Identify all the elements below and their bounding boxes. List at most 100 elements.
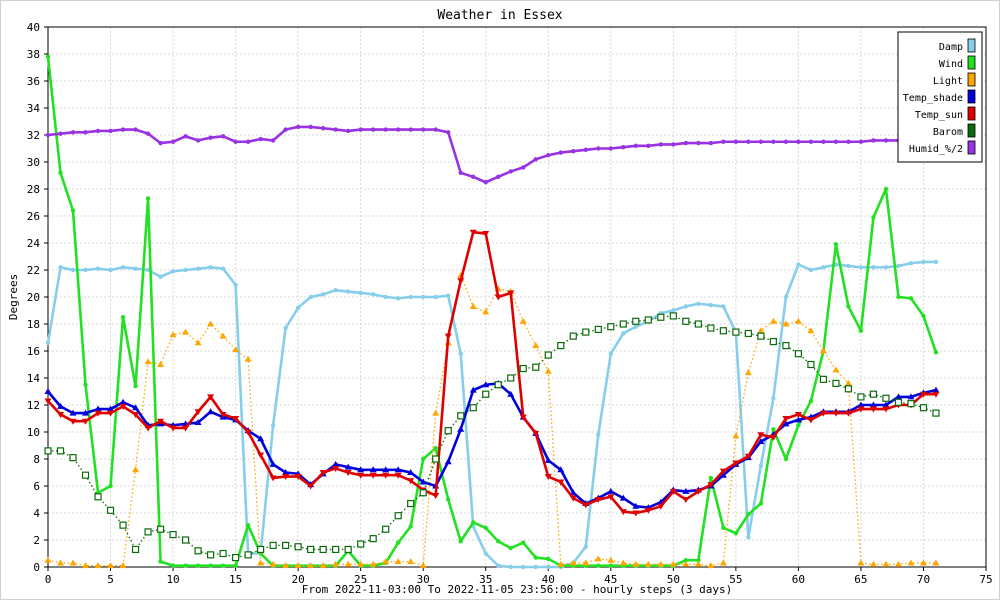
data-point bbox=[319, 545, 327, 554]
data-point bbox=[295, 305, 301, 310]
data-point bbox=[583, 544, 588, 549]
data-point bbox=[619, 320, 627, 328]
data-point bbox=[308, 124, 313, 130]
data-point bbox=[871, 265, 876, 270]
y-tick-label: 28 bbox=[27, 183, 40, 196]
data-point bbox=[307, 545, 315, 554]
data-point bbox=[369, 535, 377, 543]
x-tick-label: 55 bbox=[729, 573, 742, 586]
data-point bbox=[719, 559, 727, 566]
data-point bbox=[469, 229, 477, 236]
data-point bbox=[419, 478, 427, 485]
data-point bbox=[921, 259, 926, 265]
data-point bbox=[382, 558, 390, 565]
data-point bbox=[707, 324, 715, 332]
data-point bbox=[682, 560, 690, 567]
data-point bbox=[94, 493, 102, 501]
legend-label: Temp_sun bbox=[915, 110, 963, 121]
data-point bbox=[83, 130, 88, 135]
data-point bbox=[394, 512, 402, 520]
data-point bbox=[407, 478, 415, 485]
data-point bbox=[269, 460, 277, 467]
data-point bbox=[496, 539, 501, 544]
data-point bbox=[796, 423, 801, 428]
data-point bbox=[746, 139, 751, 144]
x-tick-label: 5 bbox=[107, 573, 114, 586]
data-point bbox=[81, 471, 90, 479]
data-point bbox=[644, 316, 652, 324]
data-point bbox=[45, 340, 51, 346]
data-point bbox=[370, 127, 376, 132]
data-point bbox=[95, 266, 101, 271]
data-point bbox=[696, 301, 701, 306]
x-tick-label: 0 bbox=[45, 573, 52, 586]
legend-swatch bbox=[967, 55, 976, 70]
data-point bbox=[433, 446, 438, 451]
data-point bbox=[857, 401, 865, 408]
data-point bbox=[896, 263, 901, 269]
data-point bbox=[533, 555, 538, 560]
data-point bbox=[869, 406, 877, 413]
data-point bbox=[719, 468, 727, 475]
data-point bbox=[332, 460, 340, 467]
data-point bbox=[557, 479, 565, 486]
data-point bbox=[607, 323, 615, 331]
data-point bbox=[719, 471, 727, 478]
data-point bbox=[869, 401, 877, 408]
data-point bbox=[796, 139, 801, 144]
data-point bbox=[158, 274, 163, 279]
data-point bbox=[544, 367, 552, 374]
data-point bbox=[571, 149, 576, 154]
data-point bbox=[482, 231, 490, 238]
data-point bbox=[344, 545, 352, 554]
y-tick-label: 8 bbox=[33, 453, 40, 466]
data-point bbox=[283, 127, 288, 132]
data-point bbox=[444, 458, 452, 465]
y-tick-label: 30 bbox=[27, 156, 40, 169]
data-point bbox=[170, 563, 176, 568]
data-point bbox=[194, 339, 202, 346]
data-point bbox=[732, 432, 740, 439]
data-point bbox=[494, 294, 502, 301]
data-point bbox=[496, 563, 501, 568]
data-point bbox=[757, 437, 765, 444]
data-point bbox=[596, 146, 601, 151]
data-point bbox=[696, 558, 701, 563]
data-point bbox=[921, 313, 926, 319]
data-point bbox=[458, 351, 463, 356]
data-point bbox=[257, 545, 265, 554]
data-point bbox=[832, 366, 840, 373]
data-point bbox=[582, 559, 590, 566]
data-point bbox=[908, 296, 914, 301]
data-point bbox=[232, 346, 240, 353]
axis-ticks: 0 5 10 15 20 25 30 35 40 45 50 55 60 65 70 750246810121… bbox=[27, 21, 993, 586]
data-point bbox=[808, 139, 814, 144]
data-point bbox=[357, 540, 365, 548]
data-point bbox=[195, 563, 201, 568]
data-point bbox=[408, 127, 413, 132]
data-point bbox=[144, 528, 152, 536]
x-tick-label: 45 bbox=[604, 573, 617, 586]
data-point bbox=[344, 560, 352, 567]
legend-label: Light bbox=[933, 76, 963, 87]
x-tick-label: 25 bbox=[354, 573, 367, 586]
data-point bbox=[83, 382, 88, 387]
data-point bbox=[832, 379, 840, 387]
data-point bbox=[757, 332, 765, 340]
y-tick-label: 32 bbox=[27, 129, 40, 142]
data-point bbox=[782, 320, 790, 327]
y-tick-label: 24 bbox=[27, 237, 41, 250]
data-point bbox=[270, 138, 276, 143]
series-line bbox=[47, 274, 936, 567]
data-point bbox=[671, 142, 676, 147]
y-tick-label: 4 bbox=[33, 507, 40, 520]
data-point bbox=[207, 394, 215, 401]
data-point bbox=[621, 331, 626, 336]
data-point bbox=[158, 140, 163, 146]
data-point bbox=[857, 406, 865, 413]
data-point bbox=[583, 147, 588, 153]
data-point bbox=[869, 390, 878, 398]
data-point bbox=[358, 127, 363, 132]
data-point bbox=[483, 525, 488, 531]
data-point bbox=[844, 410, 852, 417]
